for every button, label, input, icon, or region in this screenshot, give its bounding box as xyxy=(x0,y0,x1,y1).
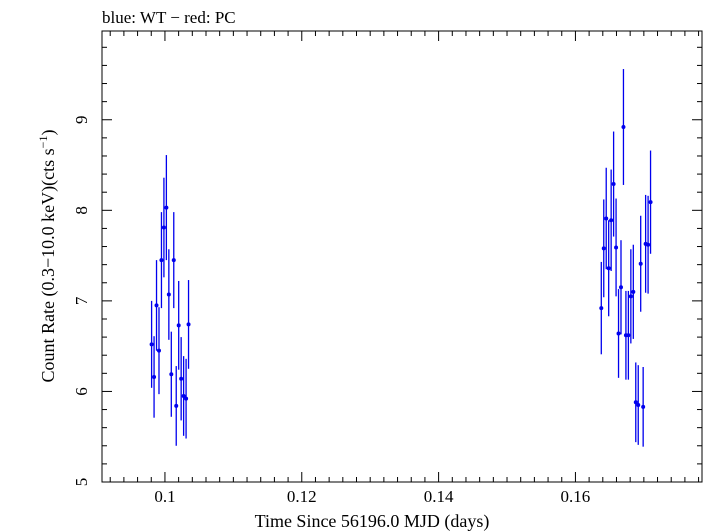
y-axis-label-main: Count Rate (0.3−10.0 keV)(cts s xyxy=(38,148,59,382)
x-axis: 0.1 0.12 0.14 0.16 xyxy=(109,31,700,506)
data-point xyxy=(169,372,174,377)
data-point xyxy=(611,182,616,187)
data-point xyxy=(606,266,611,271)
y-tick-label: 8 xyxy=(72,206,91,215)
data-point xyxy=(164,205,169,210)
x-tick-label: 0.1 xyxy=(154,487,175,506)
data-point xyxy=(626,333,631,338)
data-point xyxy=(154,303,159,308)
data-point xyxy=(161,225,166,230)
data-point xyxy=(604,216,609,221)
chart-title: blue: WT − red: PC xyxy=(102,8,236,27)
data-point xyxy=(616,331,621,336)
data-point xyxy=(166,292,171,297)
data-point xyxy=(179,376,184,381)
data-point xyxy=(171,258,176,263)
data-point xyxy=(636,403,641,408)
y-axis-label-end: ) xyxy=(38,130,59,136)
y-axis-label: Count Rate (0.3−10.0 keV)(cts s−1) xyxy=(36,130,59,383)
y-tick-label: 5 xyxy=(72,478,91,487)
data-point xyxy=(152,374,157,379)
data-point xyxy=(621,124,626,129)
data-point xyxy=(156,348,161,353)
x-tick-label: 0.14 xyxy=(424,487,454,506)
data-point xyxy=(648,200,653,205)
data-point xyxy=(181,393,186,398)
data-point xyxy=(618,285,623,290)
data-point xyxy=(628,294,633,299)
data-point xyxy=(176,323,181,328)
data-point xyxy=(631,289,636,294)
y-axis: 5 6 7 8 9 xyxy=(72,46,702,487)
x-axis-label: Time Since 56196.0 MJD (days) xyxy=(255,511,490,532)
data-point xyxy=(186,322,191,327)
y-tick-label: 6 xyxy=(72,387,91,396)
data-point xyxy=(646,242,651,247)
plot-frame xyxy=(101,30,703,483)
y-tick-label: 9 xyxy=(72,116,91,125)
data-series xyxy=(149,69,653,447)
data-point xyxy=(599,306,604,311)
x-tick-label: 0.12 xyxy=(287,487,317,506)
data-point xyxy=(174,403,179,408)
y-tick-label: 7 xyxy=(72,296,91,305)
data-point xyxy=(633,400,638,405)
data-point xyxy=(614,245,619,250)
data-point xyxy=(601,246,606,251)
data-point xyxy=(159,258,164,263)
data-point xyxy=(184,396,189,401)
y-axis-label-superscript: −1 xyxy=(36,136,50,149)
x-tick-label: 0.16 xyxy=(561,487,591,506)
data-point xyxy=(149,342,154,347)
data-point xyxy=(609,218,614,223)
data-point xyxy=(641,404,646,409)
data-point xyxy=(638,261,643,266)
